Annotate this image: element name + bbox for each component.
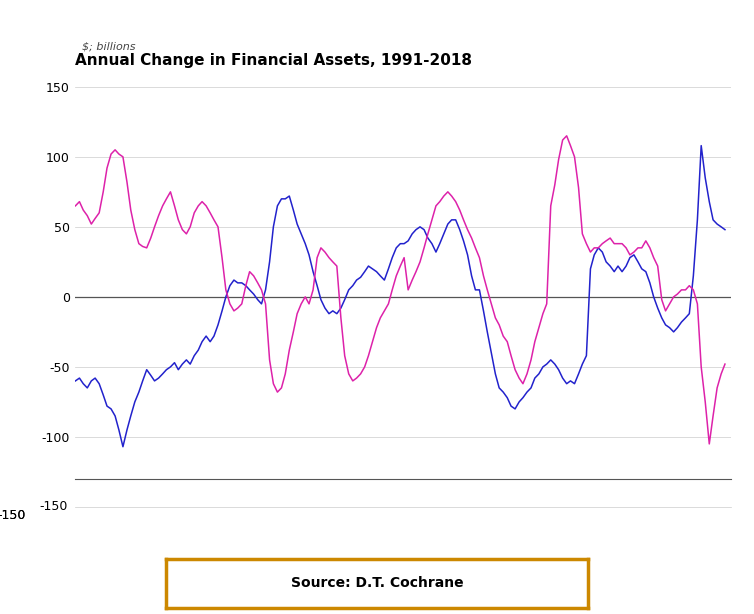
Text: Source: D.T. Cochrane: Source: D.T. Cochrane	[291, 577, 463, 590]
Text: -150: -150	[0, 509, 26, 522]
Text: $; billions: $; billions	[82, 42, 136, 52]
Text: Annual Change in Financial Assets, 1991-2018: Annual Change in Financial Assets, 1991-…	[75, 53, 473, 68]
Text: -150: -150	[39, 500, 68, 513]
Legend: Government, Private Sector: Government, Private Sector	[274, 557, 532, 580]
Text: -150: -150	[0, 509, 26, 522]
